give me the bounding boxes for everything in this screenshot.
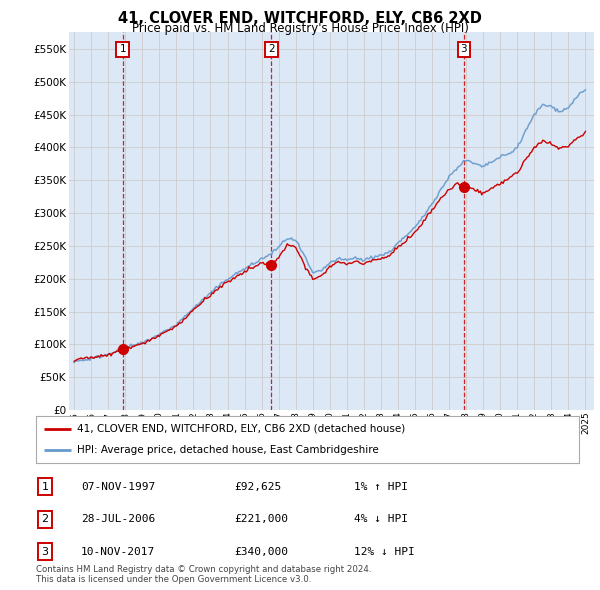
Text: 4% ↓ HPI: 4% ↓ HPI [354, 514, 408, 524]
Text: 1% ↑ HPI: 1% ↑ HPI [354, 482, 408, 491]
Text: £340,000: £340,000 [234, 547, 288, 556]
Text: 28-JUL-2006: 28-JUL-2006 [81, 514, 155, 524]
Text: £92,625: £92,625 [234, 482, 281, 491]
Text: 2: 2 [41, 514, 49, 524]
Text: 41, CLOVER END, WITCHFORD, ELY, CB6 2XD (detached house): 41, CLOVER END, WITCHFORD, ELY, CB6 2XD … [77, 424, 405, 434]
Text: 2: 2 [268, 44, 275, 54]
Text: Price paid vs. HM Land Registry's House Price Index (HPI): Price paid vs. HM Land Registry's House … [131, 22, 469, 35]
Text: £221,000: £221,000 [234, 514, 288, 524]
Text: 07-NOV-1997: 07-NOV-1997 [81, 482, 155, 491]
Text: 41, CLOVER END, WITCHFORD, ELY, CB6 2XD: 41, CLOVER END, WITCHFORD, ELY, CB6 2XD [118, 11, 482, 25]
Text: 3: 3 [460, 44, 467, 54]
Text: 10-NOV-2017: 10-NOV-2017 [81, 547, 155, 556]
Text: 3: 3 [41, 547, 49, 556]
Text: 12% ↓ HPI: 12% ↓ HPI [354, 547, 415, 556]
Text: Contains HM Land Registry data © Crown copyright and database right 2024.
This d: Contains HM Land Registry data © Crown c… [36, 565, 371, 584]
Text: 1: 1 [41, 482, 49, 491]
Text: HPI: Average price, detached house, East Cambridgeshire: HPI: Average price, detached house, East… [77, 445, 379, 455]
Text: 1: 1 [119, 44, 126, 54]
